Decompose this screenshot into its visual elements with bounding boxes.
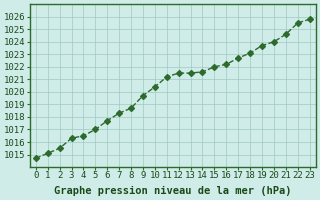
X-axis label: Graphe pression niveau de la mer (hPa): Graphe pression niveau de la mer (hPa) <box>54 186 292 196</box>
